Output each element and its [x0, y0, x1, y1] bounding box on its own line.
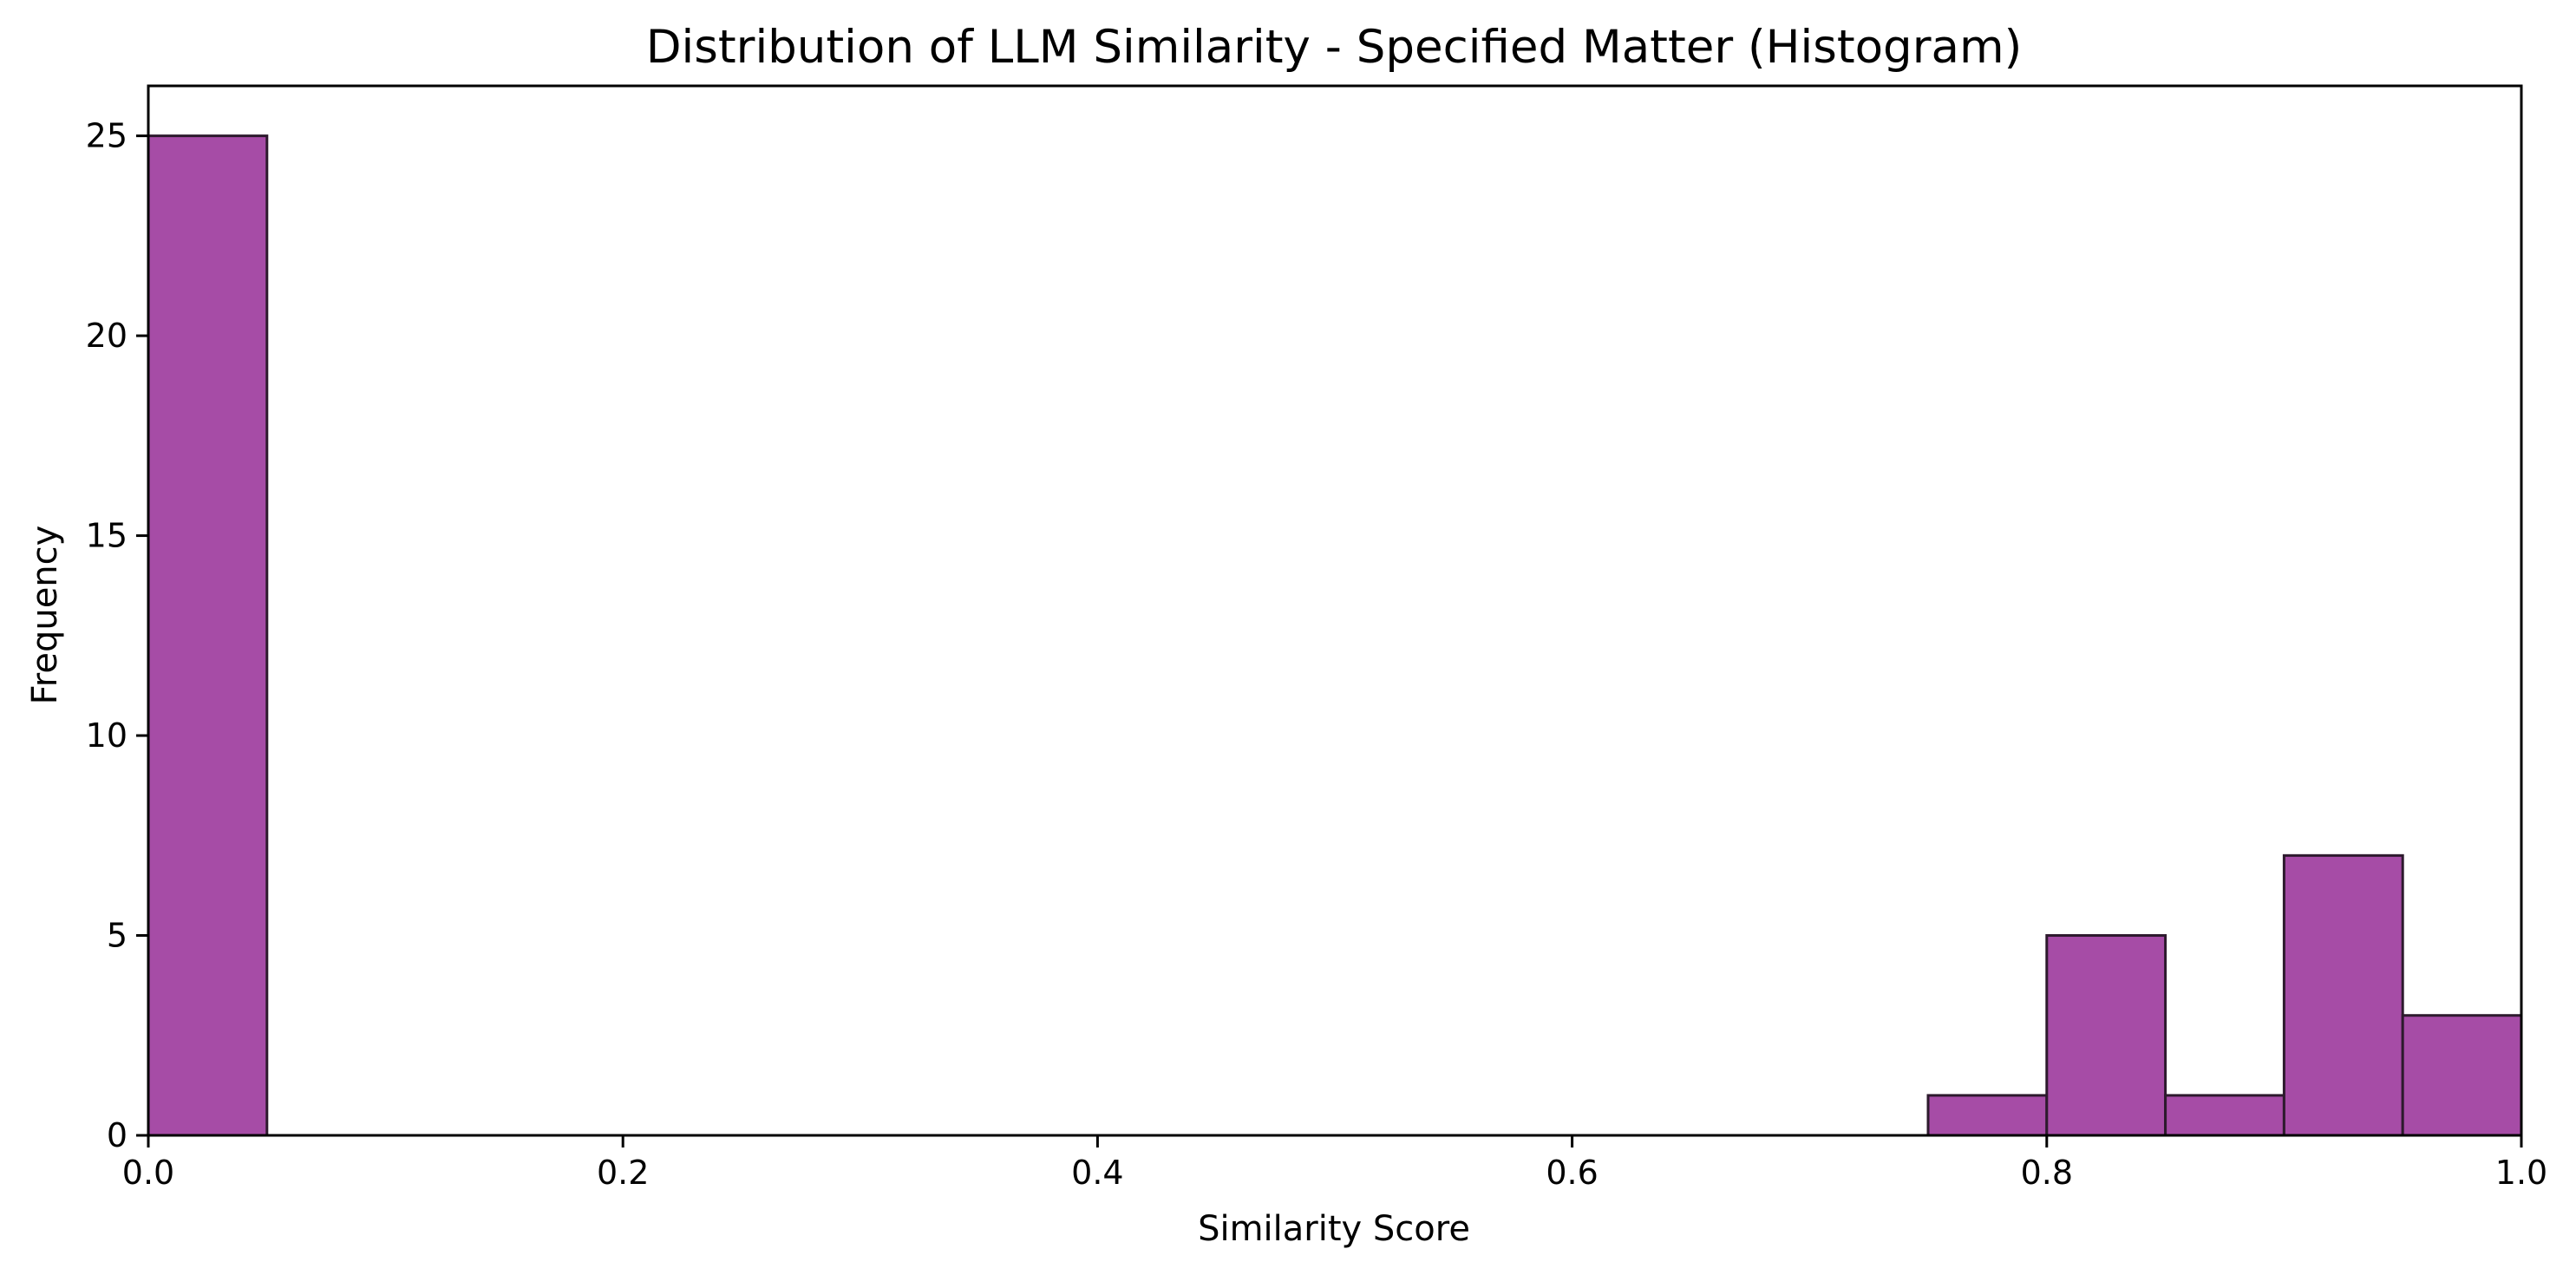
y-axis-label: Frequency — [25, 526, 65, 705]
x-tick-label-5: 1.0 — [2495, 1154, 2547, 1192]
x-tick-label-1: 0.2 — [597, 1154, 649, 1192]
x-axis-ticks: 0.0 0.2 0.4 0.6 0.8 1.0 — [122, 1135, 2547, 1192]
y-tick-label-1: 5 — [107, 917, 127, 955]
y-tick-label-4: 20 — [86, 317, 127, 355]
histogram-bar-19 — [2401, 1014, 2523, 1137]
x-tick-label-4: 0.8 — [2021, 1154, 2073, 1192]
bars-group — [147, 134, 2523, 1137]
chart-title: Distribution of LLM Similarity - Specifi… — [646, 21, 2023, 74]
y-axis-ticks: 0 5 10 15 20 25 — [86, 117, 148, 1154]
y-tick-label-5: 25 — [86, 117, 127, 155]
x-axis-label: Similarity Score — [1198, 1209, 1470, 1249]
histogram-bar-18 — [2282, 853, 2404, 1137]
plot-frame — [147, 84, 2523, 1137]
y-tick-label-3: 15 — [86, 517, 127, 555]
x-tick-label-2: 0.4 — [1071, 1154, 1123, 1192]
x-tick-label-0: 0.0 — [122, 1154, 174, 1192]
y-tick-label-2: 10 — [86, 716, 127, 755]
histogram-bar-17 — [2164, 1094, 2285, 1137]
histogram-bar-16 — [2045, 934, 2167, 1137]
histogram-bar-15 — [1926, 1094, 2049, 1137]
x-tick-label-3: 0.6 — [1546, 1154, 1598, 1192]
histogram-bar-0 — [147, 134, 269, 1137]
y-tick-label-0: 0 — [107, 1116, 127, 1154]
